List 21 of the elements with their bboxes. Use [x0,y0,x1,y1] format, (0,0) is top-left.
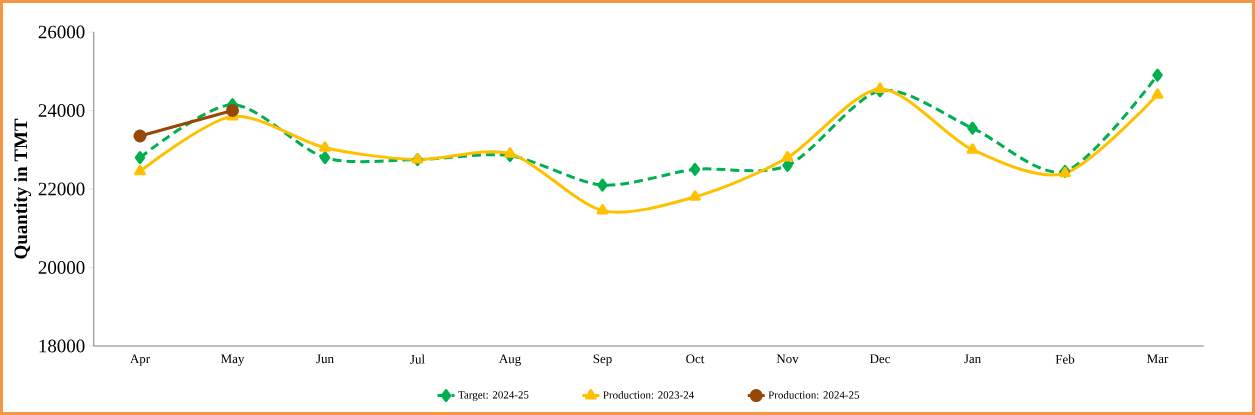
x-tick-label: Oct [686,354,705,364]
legend-label: Production: 2024-25 [768,391,860,399]
y-tick-label: 22000 [38,182,85,196]
x-tick-label: Mar [1147,354,1169,364]
x-tick-label: Jul [410,354,425,364]
x-tick-label: Jun [316,354,334,364]
x-tick-label: Feb [1055,354,1075,364]
x-tick-label: Apr [130,354,150,366]
x-tick-label: Dec [869,354,891,364]
legend-label: Target: 2024-25 [458,391,529,401]
y-tick-label: 26000 [38,25,85,39]
x-tick-label: Jan [964,354,981,364]
x-tick-label: Aug [498,354,521,366]
y-tick-label: 20000 [38,261,85,274]
y-axis-title: Quantity in TMT [13,118,32,259]
x-tick-label: Nov [776,354,799,364]
x-tick-label: Sep [593,354,612,366]
y-tick-label: 18000 [39,339,85,353]
legend-label: Production: 2023-24 [603,391,695,399]
y-tick-label: 24000 [38,104,85,117]
x-tick-label: May [221,354,245,366]
